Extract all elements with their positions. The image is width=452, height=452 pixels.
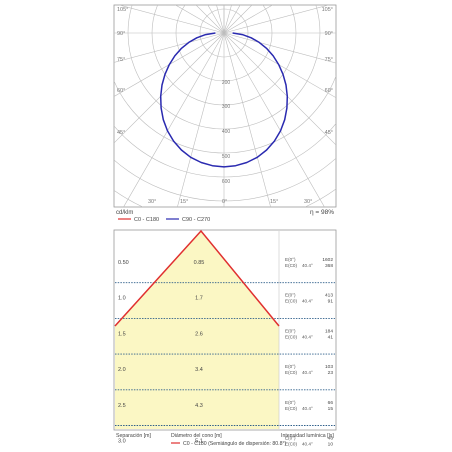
polar-grid-ray bbox=[223, 32, 336, 146]
row-e0-label: E(0°) bbox=[285, 436, 296, 441]
row-angle: 40.4° bbox=[302, 442, 313, 447]
polar-grid-ray bbox=[223, 32, 271, 207]
polar-grid-ray bbox=[114, 32, 225, 97]
angle-label-105-left: 105° bbox=[117, 7, 128, 13]
angle-label-60-left: 60° bbox=[117, 88, 125, 94]
row-ec-value: 91 bbox=[328, 299, 334, 305]
row-diameter: 5.1 bbox=[195, 439, 203, 445]
radial-label-200: 200 bbox=[222, 80, 231, 86]
row-diameter: 0.85 bbox=[194, 260, 205, 266]
row-e0-value: 1602 bbox=[322, 257, 333, 263]
column-label-separation: Separación [m] bbox=[116, 433, 151, 439]
polar-grid-ray bbox=[223, 5, 330, 34]
row-angle: 40.4° bbox=[302, 334, 313, 339]
row-distance: 2.5 bbox=[118, 403, 126, 409]
polar-series-c90-c270 bbox=[159, 32, 289, 168]
radial-label-500: 500 bbox=[222, 154, 231, 160]
polar-grid-ray bbox=[114, 32, 225, 63]
polar-grid-ray bbox=[114, 32, 225, 144]
row-ec-label: E(C0) bbox=[285, 299, 297, 304]
radial-label-400: 400 bbox=[222, 129, 231, 135]
row-angle: 40.4° bbox=[302, 299, 313, 304]
row-e0-label: E(0°) bbox=[285, 400, 296, 405]
unit-label: cd/klm bbox=[116, 210, 133, 216]
row-distance: 1.5 bbox=[118, 331, 126, 337]
polar-curves bbox=[159, 32, 289, 168]
angle-label-105-right: 105° bbox=[322, 7, 333, 13]
row-e0-value: 66 bbox=[328, 400, 334, 406]
polar-grid-ray bbox=[177, 32, 225, 207]
polar-grid-lines bbox=[114, 5, 336, 207]
row-distance: 2.0 bbox=[118, 367, 126, 373]
row-diameter: 2.6 bbox=[195, 331, 203, 337]
angle-label-15-bottom-right: 15° bbox=[270, 199, 278, 205]
polar-grid-ray bbox=[123, 32, 225, 207]
row-distance: 3.0 bbox=[118, 439, 126, 445]
angle-label-75-right: 75° bbox=[325, 57, 333, 63]
angle-label-90-left: 90° bbox=[117, 31, 125, 37]
row-ec-label: E(C0) bbox=[285, 263, 297, 268]
polar-grid-ray bbox=[223, 32, 336, 99]
polar-grid-ray bbox=[223, 32, 325, 207]
row-angle: 40.4° bbox=[302, 370, 313, 375]
cone-fill bbox=[115, 231, 279, 429]
row-ec-value: 15 bbox=[328, 406, 334, 412]
row-ec-value: 368 bbox=[325, 263, 333, 269]
row-diameter: 3.4 bbox=[195, 367, 203, 373]
legend-label-c0: C0 - C180 bbox=[134, 217, 159, 223]
row-ec-value: 41 bbox=[328, 334, 334, 340]
row-ec-label: E(C0) bbox=[285, 442, 297, 447]
column-label-diameter: Diámetro del cono [m] bbox=[171, 433, 222, 439]
polar-grid bbox=[114, 5, 336, 207]
row-e0-label: E(0°) bbox=[285, 293, 296, 298]
angle-label-45-right: 45° bbox=[325, 130, 333, 136]
row-ec-label: E(C0) bbox=[285, 406, 297, 411]
row-angle: 40.4° bbox=[302, 406, 313, 411]
row-e0-label: E(0°) bbox=[285, 364, 296, 369]
row-ec-label: E(C0) bbox=[285, 334, 297, 339]
angle-label-90-right: 90° bbox=[325, 31, 333, 37]
polar-diagram: 105° 90° 75° 60° 45° 105° 90° 75° 60° 45… bbox=[113, 4, 337, 223]
row-e0-value: 413 bbox=[325, 293, 333, 299]
angle-label-60-right: 60° bbox=[325, 88, 333, 94]
row-ec-value: 23 bbox=[328, 370, 334, 376]
row-e0-label: E(0°) bbox=[285, 328, 296, 333]
polar-grid-ray bbox=[118, 5, 225, 34]
row-e0-label: E(0°) bbox=[285, 257, 296, 262]
angle-label-75-left: 75° bbox=[117, 57, 125, 63]
row-angle: 40.4° bbox=[302, 263, 313, 268]
row-diameter: 1.7 bbox=[195, 296, 203, 302]
row-diameter: 4.3 bbox=[195, 403, 203, 409]
efficiency-label: η = 98% bbox=[310, 209, 334, 216]
row-e0-value: 46 bbox=[328, 436, 334, 442]
angle-label-0-bottom: 0° bbox=[222, 199, 227, 205]
row-e0-value: 103 bbox=[325, 364, 333, 370]
angle-label-30-bottom-left: 30° bbox=[148, 199, 156, 205]
row-ec-label: E(C0) bbox=[285, 370, 297, 375]
angle-label-30-bottom-right: 30° bbox=[304, 199, 312, 205]
polar-grid-ray bbox=[223, 32, 336, 64]
beam-legend-label: C0 - C180 (Semiángulo de dispersión: 80.… bbox=[183, 441, 287, 447]
radial-label-300: 300 bbox=[222, 104, 231, 110]
angle-label-15-bottom-left: 15° bbox=[180, 199, 188, 205]
row-distance: 0.50 bbox=[118, 260, 129, 266]
angle-label-45-left: 45° bbox=[117, 130, 125, 136]
row-e0-value: 184 bbox=[325, 328, 333, 334]
column-label-intensity: Intensidad lumínica [lx] bbox=[281, 433, 334, 439]
radial-label-600: 600 bbox=[222, 179, 231, 185]
row-ec-value: 10 bbox=[328, 442, 334, 448]
legend-label-c90: C90 - C270 bbox=[182, 217, 210, 223]
cone-beam-line bbox=[114, 229, 280, 327]
row-distance: 1.0 bbox=[118, 296, 126, 302]
